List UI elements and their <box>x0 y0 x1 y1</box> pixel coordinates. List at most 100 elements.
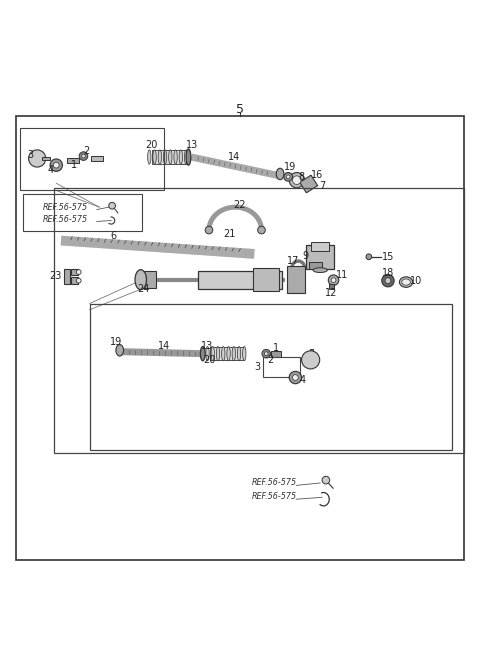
Bar <box>64 269 71 284</box>
Bar <box>306 245 334 269</box>
Text: 24: 24 <box>137 284 150 294</box>
Ellipse shape <box>238 347 240 361</box>
Circle shape <box>289 372 301 384</box>
Text: 20: 20 <box>145 140 158 150</box>
Text: 23: 23 <box>49 271 61 282</box>
Circle shape <box>322 476 330 484</box>
Text: REF.56-575: REF.56-575 <box>252 493 297 501</box>
Ellipse shape <box>222 347 225 361</box>
Text: 17: 17 <box>287 256 300 266</box>
Ellipse shape <box>232 347 236 361</box>
Text: 19: 19 <box>284 161 296 171</box>
Circle shape <box>205 226 213 234</box>
Text: 22: 22 <box>234 200 246 210</box>
Ellipse shape <box>227 347 230 361</box>
Circle shape <box>382 274 394 287</box>
Bar <box>198 271 282 289</box>
Circle shape <box>82 154 85 158</box>
Text: 19: 19 <box>110 337 122 347</box>
Text: 9: 9 <box>303 251 309 261</box>
Text: 15: 15 <box>382 252 394 262</box>
Circle shape <box>264 351 268 355</box>
Circle shape <box>385 278 391 284</box>
Text: 4: 4 <box>300 375 306 385</box>
Text: 5: 5 <box>236 103 244 116</box>
Circle shape <box>366 254 372 259</box>
Text: 13: 13 <box>202 341 214 351</box>
Bar <box>287 266 305 293</box>
Ellipse shape <box>184 150 188 164</box>
Text: 10: 10 <box>410 276 423 286</box>
Text: 4: 4 <box>48 165 54 175</box>
Circle shape <box>289 173 304 187</box>
Ellipse shape <box>158 150 161 164</box>
Text: 2: 2 <box>267 355 274 365</box>
Ellipse shape <box>402 279 410 285</box>
Text: 13: 13 <box>186 140 198 150</box>
Ellipse shape <box>216 347 220 361</box>
Bar <box>329 284 334 290</box>
Text: 16: 16 <box>311 170 324 179</box>
Circle shape <box>284 173 292 181</box>
Ellipse shape <box>206 347 209 361</box>
Ellipse shape <box>168 150 172 164</box>
Ellipse shape <box>116 345 123 356</box>
Ellipse shape <box>242 347 246 361</box>
Bar <box>210 347 243 360</box>
Text: REF.56-575: REF.56-575 <box>252 478 297 487</box>
Circle shape <box>50 159 62 171</box>
Text: 3: 3 <box>27 150 33 160</box>
Circle shape <box>292 375 298 380</box>
Circle shape <box>29 150 46 167</box>
Text: REF.56-575: REF.56-575 <box>43 203 88 212</box>
Ellipse shape <box>135 269 146 290</box>
Bar <box>72 269 77 276</box>
Text: REF.56-575: REF.56-575 <box>43 214 88 224</box>
Text: 3: 3 <box>254 362 261 372</box>
Text: 21: 21 <box>223 229 236 239</box>
Circle shape <box>53 163 59 168</box>
Ellipse shape <box>186 149 191 165</box>
Ellipse shape <box>200 347 205 361</box>
Circle shape <box>286 175 290 179</box>
Ellipse shape <box>211 347 215 361</box>
Bar <box>72 278 77 284</box>
Text: 6: 6 <box>110 230 117 241</box>
Text: 8: 8 <box>298 172 304 182</box>
Ellipse shape <box>399 277 413 288</box>
Ellipse shape <box>313 267 327 273</box>
Text: 1: 1 <box>71 160 77 170</box>
Circle shape <box>328 275 339 286</box>
Text: 11: 11 <box>336 270 348 280</box>
Bar <box>91 156 103 161</box>
Bar <box>143 271 156 288</box>
Bar <box>311 242 329 251</box>
Circle shape <box>79 152 88 161</box>
Bar <box>309 261 322 269</box>
Text: 18: 18 <box>382 267 394 278</box>
Ellipse shape <box>148 150 151 164</box>
Ellipse shape <box>276 168 284 179</box>
Ellipse shape <box>153 150 156 164</box>
Circle shape <box>301 351 320 369</box>
Bar <box>271 351 281 357</box>
Ellipse shape <box>163 150 167 164</box>
Bar <box>300 175 318 193</box>
Circle shape <box>258 226 265 234</box>
Bar <box>310 349 313 358</box>
Bar <box>42 157 49 161</box>
Bar <box>67 157 79 163</box>
Bar <box>152 151 189 164</box>
Circle shape <box>109 202 116 209</box>
Text: 2: 2 <box>83 146 89 156</box>
Text: 12: 12 <box>325 288 338 298</box>
Text: 7: 7 <box>319 181 325 191</box>
Ellipse shape <box>179 150 182 164</box>
Circle shape <box>331 278 336 282</box>
Circle shape <box>76 278 81 283</box>
Text: 1: 1 <box>273 343 279 353</box>
Ellipse shape <box>174 150 177 164</box>
Circle shape <box>292 176 301 185</box>
Circle shape <box>262 349 271 358</box>
Text: 20: 20 <box>204 355 216 366</box>
